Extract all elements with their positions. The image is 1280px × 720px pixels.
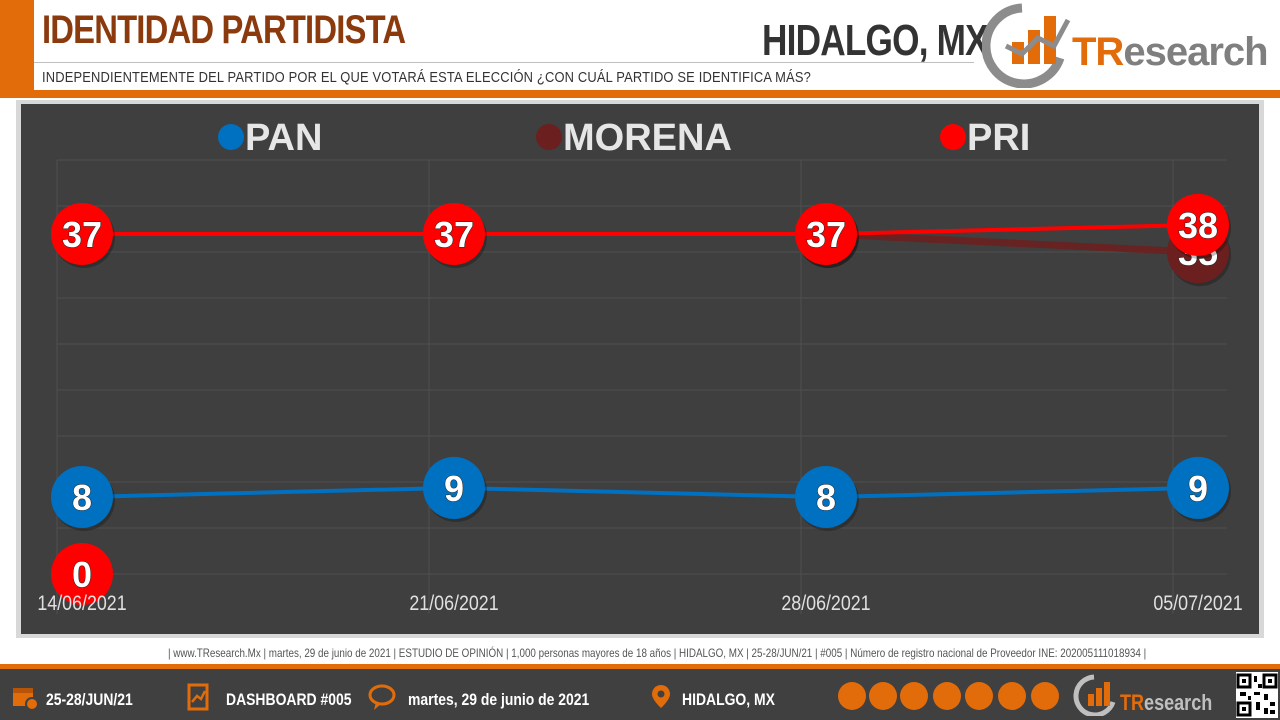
legend-label-pri: PRI xyxy=(967,117,1030,159)
phone-icon[interactable] xyxy=(869,682,897,710)
footer-date: martes, 29 de junio de 2021 xyxy=(408,690,590,709)
data-label-pan: 9 xyxy=(444,468,464,509)
chart-canvas: PANMORENAPRI3735898937373738014/06/20212… xyxy=(37,117,1242,616)
data-label-pan: 9 xyxy=(1188,468,1208,509)
footer-brand-tr: TR xyxy=(1120,690,1145,715)
x-tick-label: 28/06/2021 xyxy=(781,592,870,616)
tresearch-logo-icon xyxy=(982,3,1071,88)
linkedin-icon[interactable] xyxy=(998,682,1026,710)
data-label-pri: 37 xyxy=(806,214,846,255)
legend-label-morena: MORENA xyxy=(563,117,732,159)
qr-code-icon[interactable] xyxy=(1236,672,1278,718)
header-accent-tab xyxy=(0,0,34,98)
data-point-pri xyxy=(1167,193,1229,256)
line-chart: PANMORENAPRI3735898937373738014/06/20212… xyxy=(21,104,1259,634)
series-line-morena xyxy=(825,230,1199,256)
x-tick-label: 21/06/2021 xyxy=(409,592,498,616)
location-pin-icon xyxy=(652,685,670,708)
footer-brand: TResearch xyxy=(1120,690,1212,716)
header: IDENTIDAD PARTIDISTA INDEPENDIENTEMENTE … xyxy=(0,0,1280,98)
brand-rest: esearch xyxy=(1123,30,1268,74)
footer-dashboard: DASHBOARD #005 xyxy=(226,690,352,709)
footer-brand-rest: esearch xyxy=(1144,690,1213,715)
data-label-pri: 38 xyxy=(1178,205,1218,246)
data-point-pan xyxy=(423,456,485,519)
question-subtitle: INDEPENDIENTEMENTE DEL PARTIDO POR EL QU… xyxy=(42,69,811,86)
series-line-pri xyxy=(82,222,1199,236)
data-label-pri: 37 xyxy=(62,214,102,255)
title-divider xyxy=(34,62,974,63)
page-title: IDENTIDAD PARTIDISTA xyxy=(42,8,406,52)
region-label: HIDALGO, MX xyxy=(762,16,989,65)
legend-marker-morena xyxy=(536,124,562,150)
email-icon[interactable] xyxy=(900,682,928,710)
data-point-pan xyxy=(51,466,113,528)
data-point-pri xyxy=(795,203,857,265)
dashboard-icon xyxy=(187,683,209,711)
youtube-icon[interactable] xyxy=(1031,682,1059,710)
footer-period: 25-28/JUN/21 xyxy=(46,690,133,709)
footer-location: HIDALGO, MX xyxy=(682,690,775,709)
legend-marker-pan xyxy=(218,124,244,150)
data-label-extra: 0 xyxy=(72,554,92,595)
data-point-extra xyxy=(51,543,113,605)
x-tick-label: 14/06/2021 xyxy=(37,592,126,616)
footer-logo-icon xyxy=(1073,674,1116,716)
twitter-icon[interactable] xyxy=(933,682,961,710)
x-tick-label: 05/07/2021 xyxy=(1153,592,1242,616)
footer-stripe xyxy=(0,664,1280,669)
data-label-pan: 8 xyxy=(816,477,836,518)
brand-tr: TR xyxy=(1072,30,1124,74)
data-point-pri xyxy=(51,203,113,265)
source-note: | www.TResearch.Mx | martes, 29 de junio… xyxy=(168,646,1146,660)
legend-marker-pri xyxy=(940,124,966,150)
globe-icon[interactable] xyxy=(838,682,866,710)
footer-bar xyxy=(0,664,1280,720)
header-bottom-bar xyxy=(34,90,1280,98)
data-label-pan: 8 xyxy=(72,477,92,518)
calendar-icon xyxy=(13,688,39,711)
data-point-pan xyxy=(1167,456,1229,519)
legend-label-pan: PAN xyxy=(245,117,322,159)
data-point-pri xyxy=(423,203,485,265)
data-point-pan xyxy=(795,466,857,528)
chat-icon xyxy=(368,684,396,710)
brand-name: TResearch xyxy=(1072,30,1269,75)
data-label-pri: 37 xyxy=(434,214,474,255)
source-text: | www.TResearch.Mx | martes, 29 de junio… xyxy=(168,646,1147,660)
facebook-icon[interactable] xyxy=(965,682,993,710)
series-line-pan xyxy=(81,485,1199,500)
